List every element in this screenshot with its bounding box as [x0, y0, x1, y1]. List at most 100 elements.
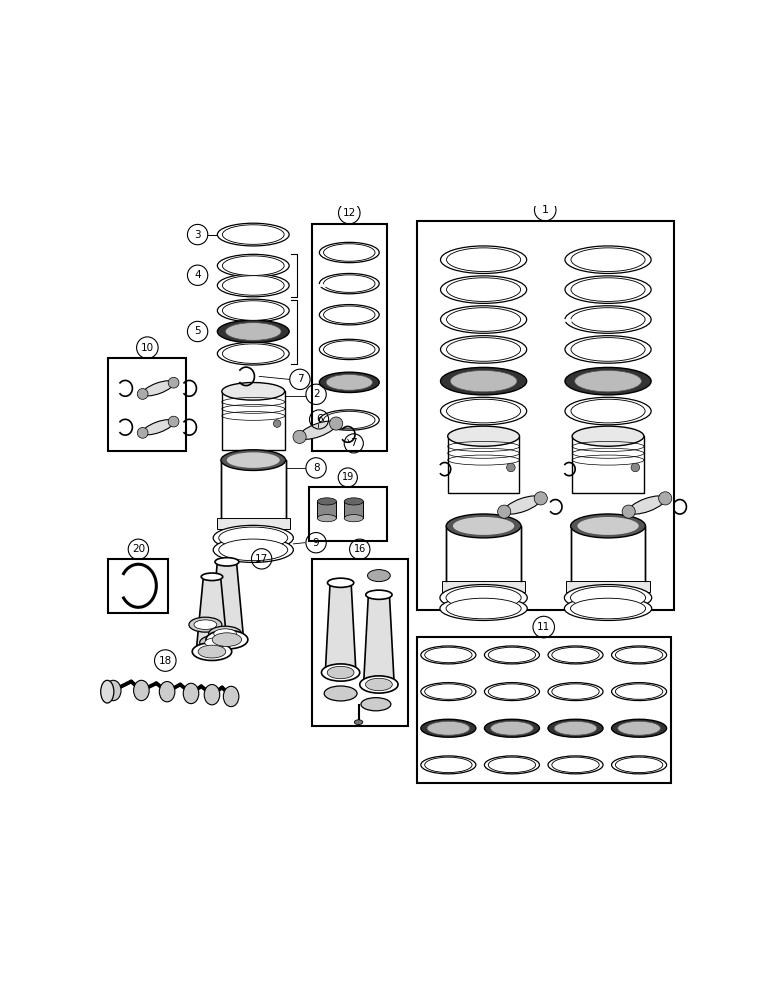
Ellipse shape	[200, 635, 232, 650]
Bar	[417, 637, 671, 783]
Ellipse shape	[421, 756, 476, 774]
Ellipse shape	[212, 633, 242, 646]
Ellipse shape	[367, 570, 391, 582]
Ellipse shape	[208, 626, 242, 641]
Text: 18: 18	[159, 656, 172, 666]
Ellipse shape	[453, 517, 514, 535]
Ellipse shape	[327, 666, 354, 679]
Ellipse shape	[552, 684, 599, 699]
Ellipse shape	[321, 664, 360, 681]
Ellipse shape	[615, 647, 662, 663]
Ellipse shape	[225, 323, 281, 340]
Ellipse shape	[344, 515, 364, 522]
Ellipse shape	[222, 383, 285, 400]
Ellipse shape	[324, 686, 357, 701]
Bar	[446, 526, 521, 592]
Ellipse shape	[548, 756, 603, 774]
Circle shape	[498, 505, 511, 518]
Bar	[217, 518, 290, 529]
Ellipse shape	[320, 305, 379, 325]
Ellipse shape	[425, 757, 472, 773]
Ellipse shape	[565, 276, 651, 303]
Polygon shape	[196, 577, 228, 652]
Text: 7: 7	[296, 374, 303, 384]
Ellipse shape	[552, 757, 599, 773]
Ellipse shape	[571, 338, 645, 361]
Ellipse shape	[218, 223, 290, 246]
Ellipse shape	[628, 496, 665, 514]
Polygon shape	[364, 595, 394, 684]
Ellipse shape	[218, 254, 290, 277]
Bar	[108, 358, 186, 451]
Circle shape	[293, 430, 306, 443]
Polygon shape	[325, 583, 356, 673]
Ellipse shape	[488, 647, 536, 663]
Circle shape	[168, 416, 179, 427]
Ellipse shape	[354, 720, 363, 725]
Bar	[221, 460, 286, 529]
Ellipse shape	[615, 757, 662, 773]
Ellipse shape	[320, 410, 379, 430]
Ellipse shape	[215, 558, 239, 566]
Ellipse shape	[192, 643, 232, 660]
Polygon shape	[210, 562, 244, 640]
Ellipse shape	[484, 756, 540, 774]
Ellipse shape	[317, 515, 337, 522]
Ellipse shape	[365, 678, 392, 691]
Ellipse shape	[491, 721, 533, 735]
Text: 12: 12	[343, 208, 356, 218]
Ellipse shape	[206, 630, 248, 649]
Bar	[567, 581, 649, 592]
Text: 19: 19	[342, 472, 354, 482]
Bar	[309, 487, 387, 541]
Ellipse shape	[218, 320, 290, 343]
Ellipse shape	[222, 276, 284, 295]
Ellipse shape	[548, 683, 603, 701]
Circle shape	[534, 492, 547, 505]
Circle shape	[506, 463, 515, 472]
Ellipse shape	[421, 719, 476, 737]
Ellipse shape	[100, 680, 113, 703]
Bar	[417, 221, 674, 610]
Ellipse shape	[323, 244, 375, 261]
Ellipse shape	[611, 646, 666, 664]
Ellipse shape	[440, 597, 527, 620]
Bar	[571, 526, 645, 592]
Ellipse shape	[213, 525, 293, 550]
Ellipse shape	[572, 426, 644, 446]
Ellipse shape	[218, 539, 288, 561]
Ellipse shape	[344, 498, 364, 505]
Ellipse shape	[218, 527, 288, 549]
Ellipse shape	[441, 367, 527, 395]
Ellipse shape	[159, 681, 175, 702]
Ellipse shape	[548, 719, 603, 737]
Ellipse shape	[183, 683, 199, 704]
Circle shape	[273, 420, 281, 427]
Ellipse shape	[450, 370, 517, 392]
Ellipse shape	[564, 597, 652, 620]
Ellipse shape	[134, 680, 149, 701]
Ellipse shape	[227, 452, 279, 468]
Ellipse shape	[574, 370, 642, 392]
Text: 6: 6	[316, 414, 323, 424]
Text: 2: 2	[313, 389, 320, 399]
Ellipse shape	[218, 274, 290, 297]
Bar	[108, 559, 168, 613]
Ellipse shape	[143, 381, 174, 396]
Text: 5: 5	[195, 326, 201, 336]
Ellipse shape	[218, 342, 290, 365]
Ellipse shape	[327, 578, 354, 587]
Ellipse shape	[205, 638, 228, 647]
Ellipse shape	[504, 496, 541, 514]
Ellipse shape	[323, 306, 375, 323]
Bar	[222, 391, 285, 450]
Ellipse shape	[427, 721, 469, 735]
Text: 7: 7	[350, 438, 357, 448]
Ellipse shape	[323, 341, 375, 358]
Ellipse shape	[488, 684, 536, 699]
Ellipse shape	[488, 757, 536, 773]
Ellipse shape	[222, 225, 284, 244]
Ellipse shape	[611, 756, 666, 774]
Ellipse shape	[554, 721, 597, 735]
Ellipse shape	[571, 598, 645, 619]
